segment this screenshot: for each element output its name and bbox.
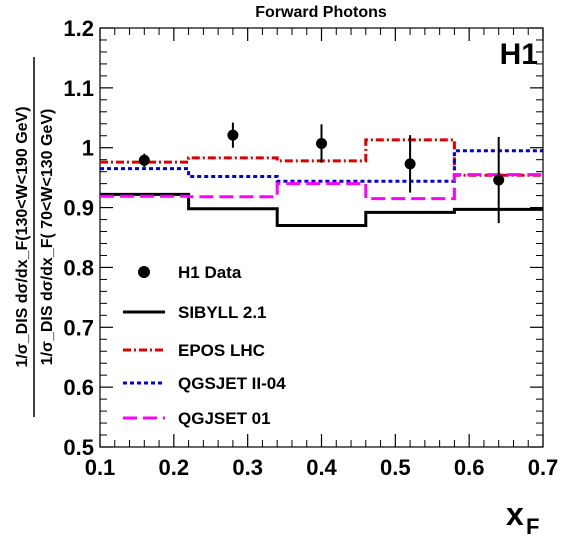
legend-label: EPOS LHC (178, 341, 265, 360)
y-tick-label: 0.7 (63, 315, 94, 340)
data-point (227, 129, 239, 141)
legend: H1 Data SIBYLL 2.1 EPOS LHC QGSJET II-04 QGJ… (123, 263, 286, 428)
x-tick-label: 0.6 (454, 455, 485, 480)
y-tick-label: 0.9 (63, 196, 94, 221)
x-axis-label-main: x (506, 496, 524, 532)
x-tick-label: 0.4 (306, 455, 337, 480)
legend-marker-h1-data (138, 266, 150, 278)
y-tick-label: 1 (82, 136, 94, 161)
data-point (404, 158, 416, 170)
series-line-sibyll-2-1 (100, 192, 543, 228)
x-axis-label: x F (506, 496, 539, 539)
legend-label: QGSJET II-04 (178, 374, 286, 393)
y-tick-label: 1.1 (63, 76, 94, 101)
experiment-badge: H1 (500, 38, 538, 71)
legend-label: SIBYLL 2.1 (178, 303, 267, 322)
x-tick-label: 0.1 (85, 455, 116, 480)
x-tick-label: 0.3 (232, 455, 263, 480)
y-tick-label: 0.6 (63, 375, 94, 400)
x-tick-label: 0.2 (159, 455, 190, 480)
series-line-qgsjet-ii-04 (100, 149, 543, 183)
series-line-qgjset-01 (100, 173, 543, 201)
x-tick-label: 0.7 (528, 455, 559, 480)
x-tick-label: 0.5 (380, 455, 411, 480)
y-tick-label: 1.2 (63, 16, 94, 41)
y-axis-label-denominator: 1/σ_DIS dσ/dx_F( 70<W<130 GeV) (39, 109, 56, 366)
data-point (493, 174, 505, 186)
data-point (316, 138, 327, 150)
y-axis-label-numerator: 1/σ_DIS dσ/dx_F(130<W<190 GeV) (14, 106, 31, 367)
legend-label: H1 Data (178, 263, 242, 282)
x-axis-label-subscript: F (526, 514, 539, 539)
chart-title: Forward Photons (255, 4, 387, 21)
axes: 0.1 0.2 0.3 0.4 0.5 0.6 0.7 0.5 0.6 0.7 0.8 0.9 1 1.1… (63, 16, 558, 480)
y-axis-label: 1/σ_DIS dσ/dx_F(130<W<190 GeV) 1/σ_DIS dσ… (14, 57, 56, 417)
data-point (138, 154, 150, 166)
y-tick-label: 0.8 (63, 255, 94, 280)
legend-label: QGJSET 01 (178, 409, 271, 428)
plot-frame (99, 27, 544, 448)
y-tick-label: 0.5 (63, 435, 94, 460)
y-axis-label-fraction: 1/σ_DIS dσ/dx_F(130<W<190 GeV) 1/σ_DIS dσ… (14, 57, 56, 417)
data-points-group (138, 122, 505, 224)
